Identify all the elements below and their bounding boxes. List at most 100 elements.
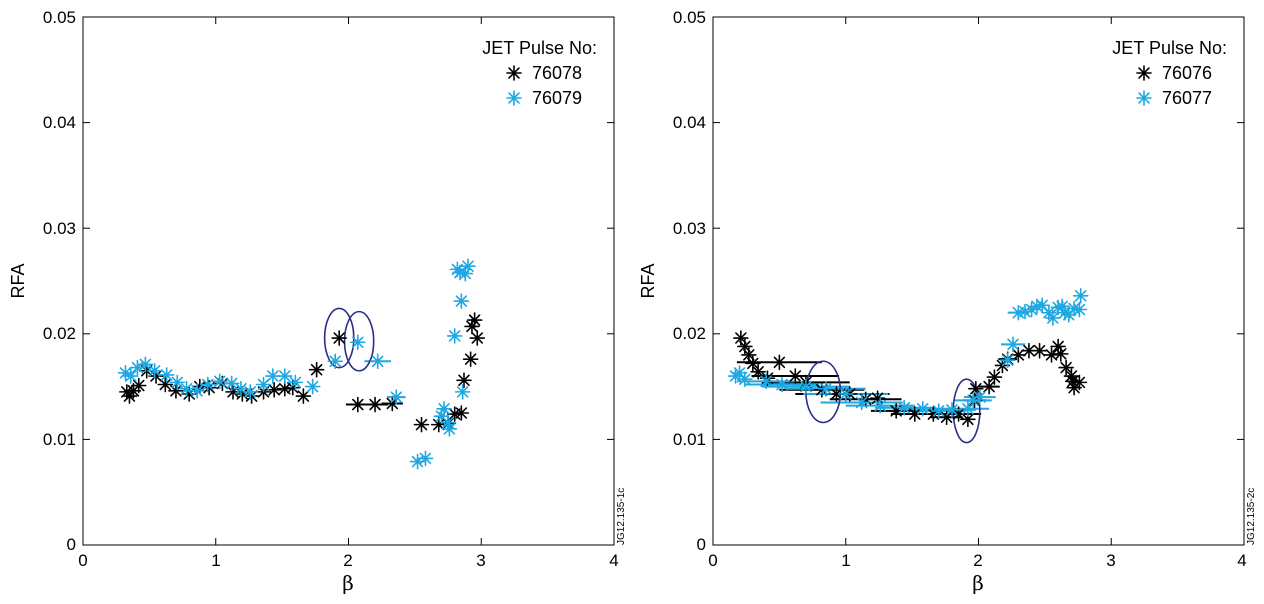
data-point-76077 bbox=[914, 400, 931, 417]
marker-stroke bbox=[371, 355, 384, 368]
marker-stroke bbox=[310, 363, 323, 376]
y-tick-label: 0.05 bbox=[673, 8, 706, 27]
data-point-76077 bbox=[1071, 301, 1088, 318]
marker-stroke bbox=[352, 398, 364, 411]
data-point-76079 bbox=[436, 400, 452, 417]
marker-stroke bbox=[1073, 303, 1086, 316]
marker-stroke bbox=[962, 403, 974, 415]
marker-stroke bbox=[840, 388, 852, 400]
data-point-76078 bbox=[453, 405, 470, 421]
data-point-76076 bbox=[1031, 342, 1048, 359]
data-point-76079 bbox=[169, 374, 186, 391]
data-point-76077 bbox=[798, 378, 814, 395]
marker-stroke bbox=[119, 367, 132, 379]
marker-stroke bbox=[462, 260, 474, 272]
x-tick-label: 1 bbox=[841, 551, 850, 570]
marker-stroke bbox=[225, 377, 238, 390]
marker-stroke bbox=[333, 332, 345, 344]
marker-stroke bbox=[988, 371, 1001, 383]
marker-stroke bbox=[464, 353, 477, 365]
marker-stroke bbox=[1060, 361, 1072, 374]
marker-stroke bbox=[508, 92, 520, 104]
marker-stroke bbox=[279, 382, 291, 395]
y-tick-label: 0.02 bbox=[673, 324, 706, 343]
marker-stroke bbox=[415, 418, 428, 431]
y-tick-label: 0.03 bbox=[673, 219, 706, 238]
marker-stroke bbox=[739, 340, 751, 353]
marker-stroke bbox=[508, 67, 520, 79]
marker-stroke bbox=[235, 382, 247, 395]
marker-stroke bbox=[1033, 344, 1046, 357]
marker-stroke bbox=[125, 370, 137, 382]
chart-panel-left: 0 0.01 0.02 0.03 0.04 0.05 0 1 2 3 4 β R… bbox=[8, 8, 627, 595]
data-point-76078 bbox=[413, 416, 430, 433]
y-axis-label: RFA bbox=[8, 263, 28, 298]
data-point-76079 bbox=[304, 378, 321, 395]
marker-stroke bbox=[962, 413, 974, 426]
marker-stroke bbox=[1138, 67, 1150, 79]
marker-stroke bbox=[940, 411, 953, 423]
data-point-76077 bbox=[944, 402, 960, 418]
data-point-76077 bbox=[999, 352, 1016, 369]
x-tick-label: 4 bbox=[609, 551, 618, 570]
data-point-76078 bbox=[157, 376, 174, 393]
marker-stroke bbox=[1023, 344, 1035, 357]
marker-stroke bbox=[438, 403, 450, 415]
marker-stroke bbox=[456, 386, 469, 398]
data-point-76079 bbox=[276, 368, 293, 384]
legend: JET Pulse No: 76078 76079 bbox=[482, 38, 597, 108]
figure-id: JG12.135-2c bbox=[1246, 488, 1257, 545]
marker-stroke bbox=[468, 314, 481, 326]
data-markers bbox=[727, 287, 1089, 428]
data-point-76076 bbox=[906, 406, 923, 422]
marker-stroke bbox=[268, 384, 280, 396]
marker-stroke bbox=[874, 399, 887, 412]
data-markers bbox=[117, 258, 486, 470]
marker-stroke bbox=[267, 370, 279, 382]
y-tick-label: 0.05 bbox=[43, 8, 76, 27]
legend: JET Pulse No: 76076 76077 bbox=[1112, 38, 1227, 108]
legend-marker-76079 bbox=[506, 90, 522, 106]
legend-marker-76077 bbox=[1136, 90, 1152, 106]
data-point-76077 bbox=[896, 399, 912, 416]
data-point-76078 bbox=[331, 330, 348, 346]
marker-stroke bbox=[909, 408, 921, 420]
marker-stroke bbox=[970, 382, 982, 395]
data-point-76079 bbox=[233, 380, 249, 397]
marker-stroke bbox=[171, 376, 184, 389]
marker-stroke bbox=[471, 332, 484, 344]
marker-stroke bbox=[213, 375, 226, 388]
data-point-76079 bbox=[158, 367, 175, 383]
data-point-76076 bbox=[750, 364, 766, 380]
data-point-76079 bbox=[349, 334, 366, 351]
x-tick-label: 3 bbox=[476, 551, 485, 570]
y-tick-label: 0.01 bbox=[673, 430, 706, 449]
marker-stroke bbox=[800, 380, 812, 393]
marker-stroke bbox=[306, 380, 319, 393]
data-point-76078 bbox=[308, 361, 325, 378]
legend-entry-76079: 76079 bbox=[532, 88, 582, 108]
data-point-76078 bbox=[367, 396, 383, 413]
data-point-76079 bbox=[453, 293, 470, 309]
x-axis-label: β bbox=[342, 571, 354, 595]
marker-stroke bbox=[236, 388, 249, 400]
marker-stroke bbox=[1073, 376, 1086, 389]
marker-stroke bbox=[752, 366, 764, 378]
data-point-76076 bbox=[1058, 359, 1074, 376]
data-point-76079 bbox=[211, 373, 228, 390]
data-point-76076 bbox=[787, 368, 804, 384]
data-point-76078 bbox=[456, 372, 472, 389]
x-tick-label: 3 bbox=[1106, 551, 1115, 570]
marker-stroke bbox=[983, 380, 995, 393]
marker-stroke bbox=[1045, 349, 1058, 361]
data-point-76079 bbox=[189, 383, 205, 399]
marker-stroke bbox=[739, 373, 751, 385]
x-axis-label: β bbox=[972, 571, 984, 595]
data-point-76077 bbox=[1045, 310, 1061, 326]
data-point-76077 bbox=[818, 380, 834, 397]
legend-marker-76076 bbox=[1136, 65, 1152, 81]
legend-star-76077 bbox=[1136, 90, 1152, 106]
marker-stroke bbox=[202, 378, 214, 391]
figure-id: JG12.135-1c bbox=[616, 488, 627, 545]
